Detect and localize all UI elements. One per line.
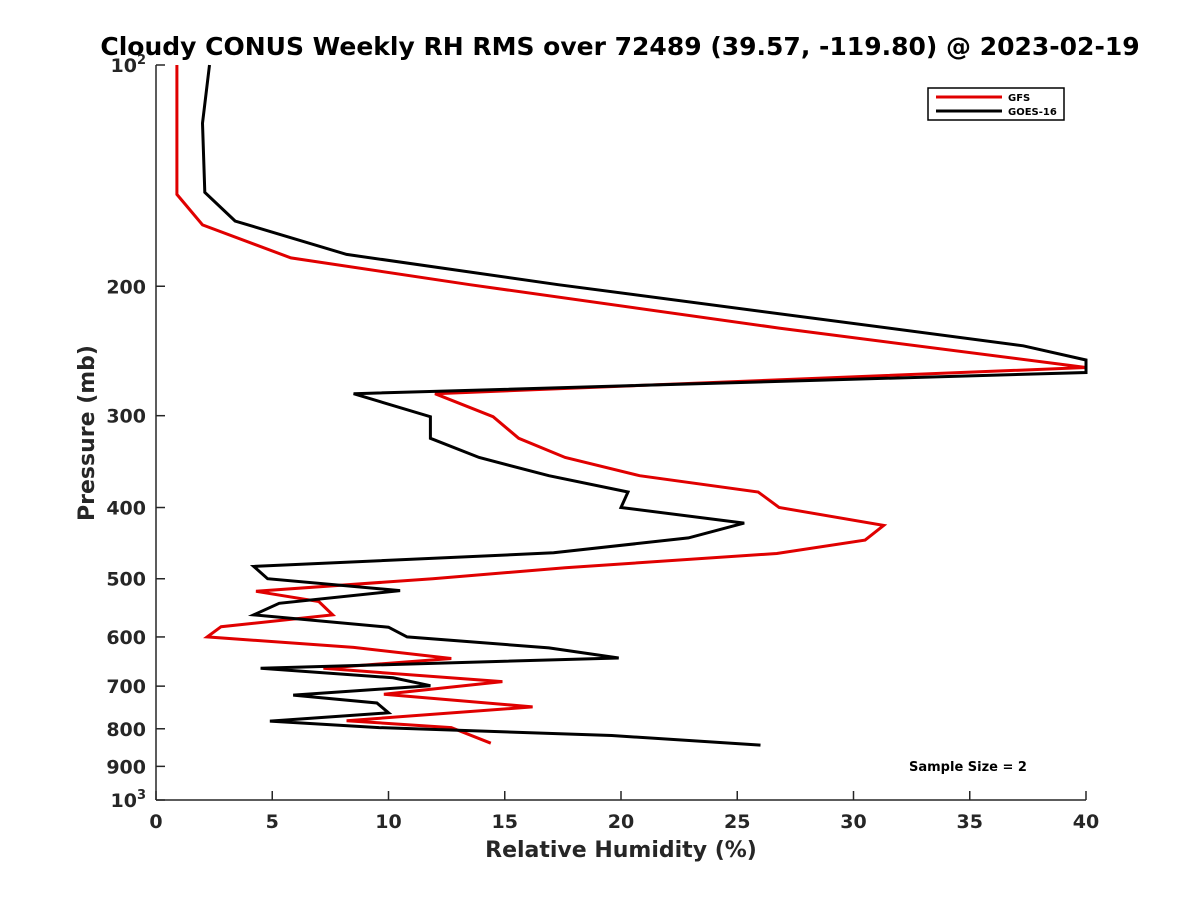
x-tick-label: 25	[724, 811, 750, 833]
y-tick-label: 800	[106, 719, 146, 741]
y-tick-label: 200	[106, 276, 146, 298]
chart-title: Cloudy CONUS Weekly RH RMS over 72489 (3…	[100, 32, 1139, 61]
plot-area: 0 5 10 15 20 25 30 35 40 102 200 300 400 500 600 700 800…	[106, 53, 1099, 833]
x-tick-label: 35	[957, 811, 983, 833]
x-axis-label: Relative Humidity (%)	[485, 838, 757, 863]
y-tick-label: 400	[106, 498, 146, 520]
series-line-gfs	[175, 65, 1087, 745]
y-tick-label: 102	[111, 53, 147, 77]
legend-label: GFS	[1008, 93, 1030, 104]
axes-layer: 0 5 10 15 20 25 30 35 40 102 200 300 400 500 600 700 800…	[106, 53, 1099, 833]
series-line-goes-16	[200, 64, 1088, 747]
legend: GFS GOES-16	[927, 87, 1065, 121]
x-tick-label: 5	[266, 811, 279, 833]
legend-box	[927, 87, 1065, 121]
y-tick-label: 300	[106, 406, 146, 428]
x-tick-label: 40	[1073, 811, 1099, 833]
series-layer	[175, 64, 1088, 747]
x-tick-label: 30	[840, 811, 866, 833]
y-tick-label: 500	[106, 569, 146, 591]
sample-size-annotation: Sample Size = 2	[909, 760, 1027, 775]
y-tick-label: 103	[111, 788, 147, 812]
y-tick-label: 600	[106, 627, 146, 649]
y-axis-label: Pressure (mb)	[75, 345, 100, 521]
x-tick-label: 0	[149, 811, 162, 833]
y-tick-label: 900	[106, 756, 146, 778]
x-tick-label: 15	[492, 811, 518, 833]
x-tick-label: 10	[375, 811, 401, 833]
x-tick-label: 20	[608, 811, 634, 833]
legend-label: GOES-16	[1008, 107, 1057, 118]
y-tick-label: 700	[106, 676, 146, 698]
